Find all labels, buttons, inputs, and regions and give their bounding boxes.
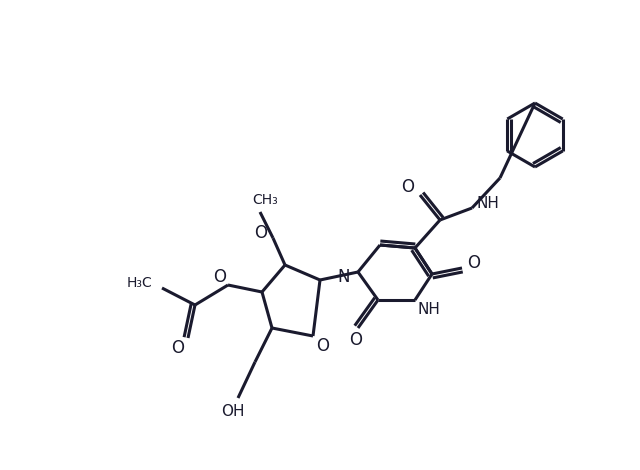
Text: N: N (338, 268, 350, 286)
Text: O: O (467, 254, 481, 272)
Text: NH: NH (417, 303, 440, 318)
Text: O: O (172, 339, 184, 357)
Text: O: O (255, 224, 268, 242)
Text: CH₃: CH₃ (252, 193, 278, 207)
Text: O: O (349, 331, 362, 349)
Text: O: O (214, 268, 227, 286)
Text: H₃C: H₃C (127, 276, 153, 290)
Text: OH: OH (221, 404, 244, 418)
Text: O: O (317, 337, 330, 355)
Text: O: O (401, 178, 415, 196)
Text: NH: NH (477, 196, 499, 211)
